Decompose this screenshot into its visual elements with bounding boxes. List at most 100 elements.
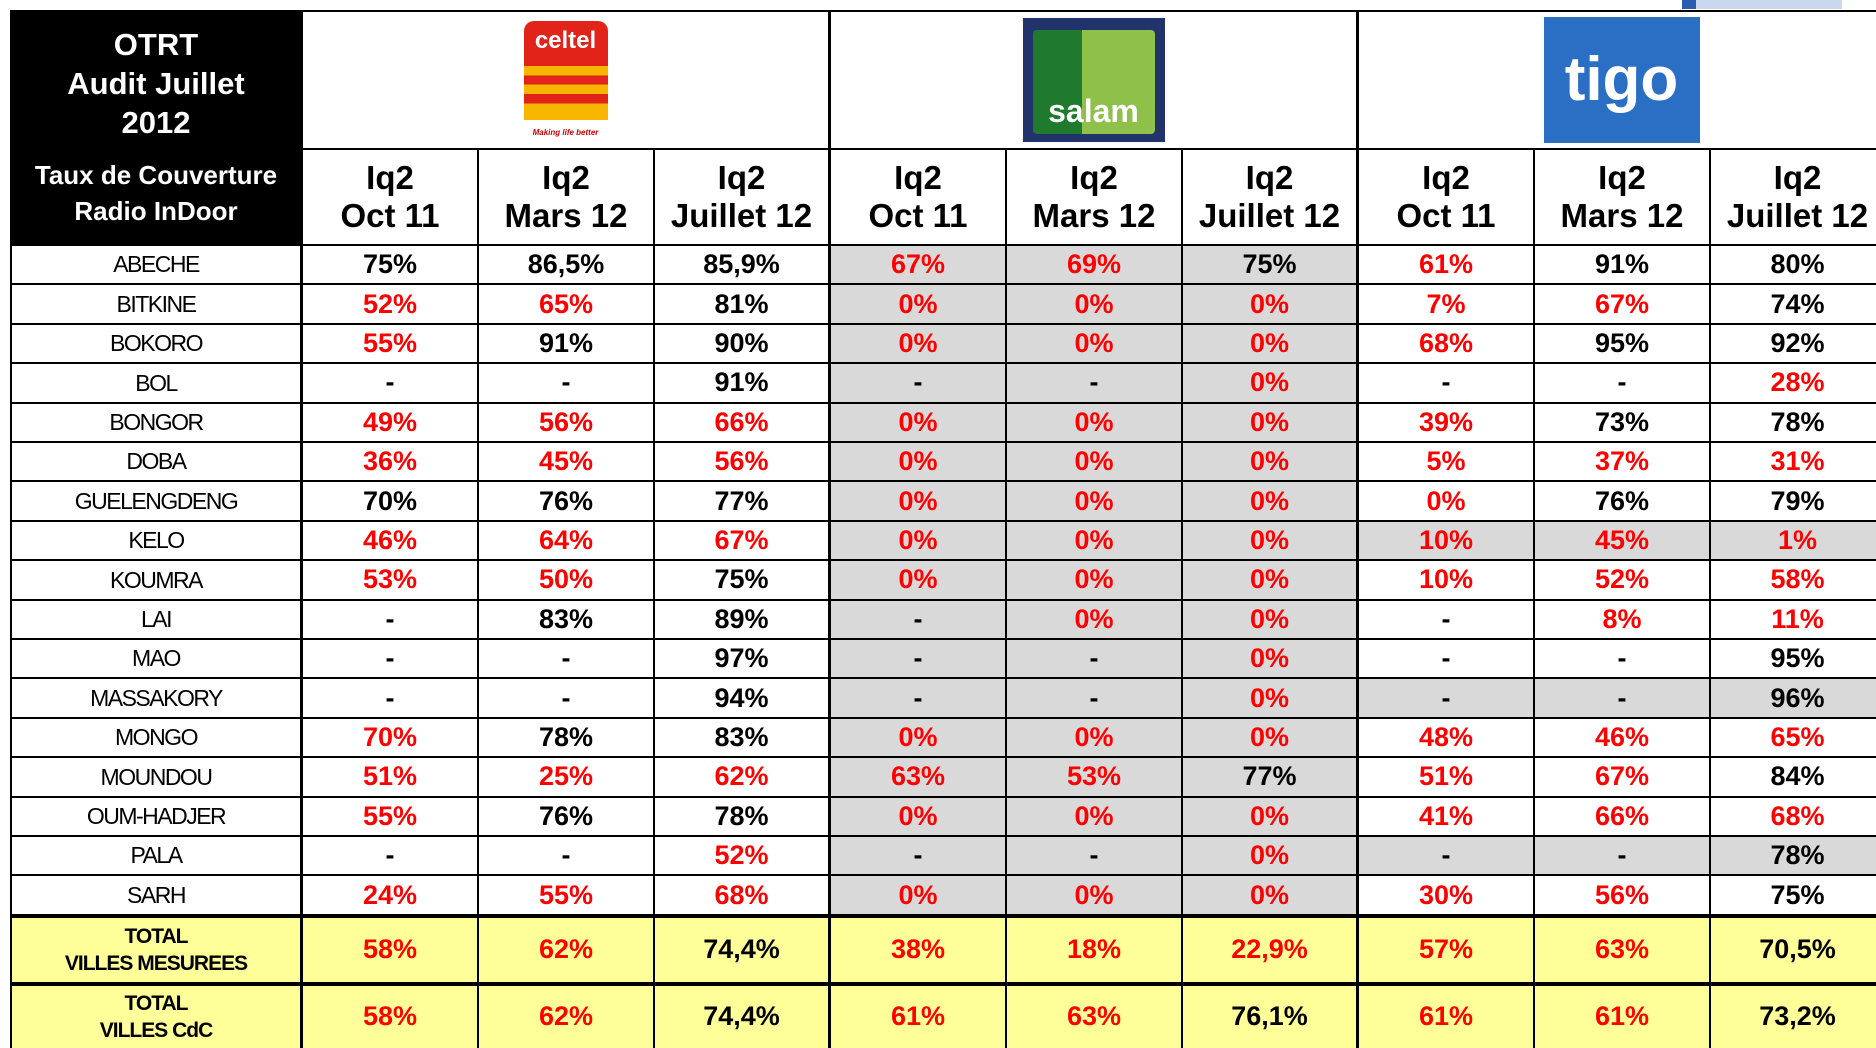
coverage-value: 0% [1007,324,1183,365]
column-header: Iq2 Juillet 12 [1183,150,1359,246]
column-header-line: Iq2 [542,159,590,197]
subtitle-line: Taux de Couverture [34,159,278,190]
coverage-value: 52% [655,837,831,877]
coverage-value: - [1359,640,1535,680]
total-value: 62% [479,915,655,984]
column-header-line: Iq2 [894,159,942,197]
total-value: 38% [831,915,1007,984]
coverage-value: 58% [1711,561,1876,601]
column-header-line: Iq2 [717,159,766,197]
coverage-value: 78% [655,797,831,837]
total-label: TOTAL VILLES MESUREES [12,915,303,984]
city-label: OUM-HADJER [12,797,303,837]
title-line: Audit Juillet [67,66,245,102]
total-value: 58% [303,915,479,984]
coverage-value: 0% [1359,482,1535,522]
coverage-value: 0% [1183,443,1359,483]
coverage-value: 0% [1183,324,1359,365]
coverage-value: 0% [831,403,1007,443]
coverage-value: - [479,837,655,877]
column-header: Iq2 Mars 12 [1007,150,1183,246]
coverage-value: 86,5% [479,246,655,286]
coverage-value: 56% [1535,876,1711,916]
coverage-value: 0% [831,521,1007,562]
coverage-value: 0% [1007,443,1183,483]
coverage-value: 0% [1007,285,1183,325]
coverage-value: 89% [655,600,831,640]
coverage-value: 37% [1535,443,1711,483]
city-label: MASSAKORY [12,679,303,719]
coverage-value: 0% [1007,797,1183,837]
operator-logo-cell: tigo [1359,12,1876,150]
coverage-value: 91% [1535,246,1711,286]
city-label: LAI [12,600,303,640]
coverage-value: 36% [303,443,479,483]
coverage-value: - [1359,679,1535,719]
total-value: 61% [1359,983,1535,1048]
total-value: 57% [1359,915,1535,984]
city-label: DOBA [12,443,303,483]
total-value: 73,2% [1711,983,1876,1048]
column-header-line: Juillet 12 [1198,197,1341,234]
coverage-value: 97% [655,640,831,680]
total-value: 74,4% [655,983,831,1048]
total-value: 63% [1535,915,1711,984]
coverage-value: - [1535,837,1711,877]
coverage-value: 78% [1711,837,1876,877]
column-header-line: Juillet 12 [1726,197,1869,234]
coverage-value: 84% [1711,758,1876,798]
total-label: TOTAL VILLES CdC [12,983,303,1048]
coverage-value: - [1007,837,1183,877]
coverage-value: - [479,364,655,404]
total-value: 61% [1535,983,1711,1048]
coverage-value: - [303,640,479,680]
logo-name: salam [1048,93,1139,130]
city-label: MOUNDOU [12,758,303,798]
coverage-value: 96% [1711,679,1876,719]
coverage-value: - [1007,364,1183,404]
coverage-value: 76% [479,482,655,522]
coverage-value: - [303,600,479,640]
operator-logo: celtel Making life better [523,21,608,139]
coverage-value: 0% [1007,521,1183,562]
coverage-value: 39% [1359,403,1535,443]
city-label: BITKINE [12,285,303,325]
coverage-value: 91% [655,364,831,404]
city-label: BONGOR [12,403,303,443]
coverage-value: 8% [1535,600,1711,640]
coverage-value: 46% [303,521,479,562]
coverage-value: 81% [655,285,831,325]
header-cell: OTRT Audit Juillet 2012 Taux de Couverture R… [12,12,303,246]
coverage-value: 41% [1359,797,1535,837]
total-value: 63% [1007,983,1183,1048]
coverage-value: - [1535,640,1711,680]
coverage-value: 0% [1007,600,1183,640]
coverage-value: 75% [1711,876,1876,916]
operator-logo: salam [1022,18,1165,142]
column-header-line: Iq2 [1773,159,1822,197]
coverage-value: 63% [831,758,1007,798]
coverage-value: 75% [303,246,479,286]
coverage-value: 77% [655,482,831,522]
coverage-value: 56% [479,403,655,443]
coverage-value: 0% [831,876,1007,916]
coverage-value: 55% [479,876,655,916]
top-strip-accent [1682,0,1696,9]
coverage-value: 79% [1711,482,1876,522]
column-header: Iq2 Juillet 12 [655,150,831,246]
coverage-value: 69% [1007,246,1183,286]
column-header-line: Iq2 [1422,159,1470,197]
city-label: MONGO [12,718,303,759]
coverage-value: 0% [1183,600,1359,640]
coverage-value: 90% [655,324,831,365]
total-label-line: VILLES MESUREES [64,951,248,975]
coverage-value: 0% [1183,403,1359,443]
coverage-value: 67% [1535,285,1711,325]
coverage-value: 0% [1183,837,1359,877]
operator-logo-cell: celtel Making life better [303,12,831,150]
coverage-value: 0% [1183,521,1359,562]
coverage-value: 80% [1711,246,1876,286]
column-header-line: Oct 11 [340,197,440,234]
coverage-value: 55% [303,797,479,837]
